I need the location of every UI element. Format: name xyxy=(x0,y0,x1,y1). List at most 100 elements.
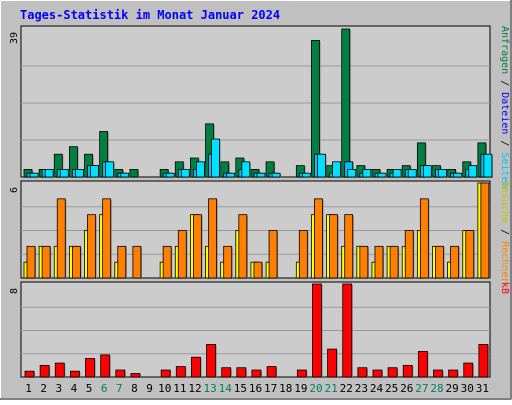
day-label-18: 18 xyxy=(279,382,292,395)
plot-area-bottom xyxy=(20,281,491,378)
right-axis-label-bottom: kB xyxy=(499,282,510,294)
bar-kb-day-19 xyxy=(296,369,307,378)
day-label-28: 28 xyxy=(430,382,443,395)
bar-kb-day-16 xyxy=(251,369,262,378)
day-label-14: 14 xyxy=(219,382,233,395)
bar-rechner-day-30 xyxy=(465,230,475,279)
y-max-label: 39 xyxy=(9,32,20,44)
day-label-1: 1 xyxy=(25,382,32,395)
right-label-part: Rechner xyxy=(499,241,510,283)
day-label-3: 3 xyxy=(56,382,63,395)
bar-rechner-day-14 xyxy=(223,245,233,279)
bar-seiten-day-17 xyxy=(271,172,281,178)
right-label-part: Seiten xyxy=(499,152,510,188)
day-label-15: 15 xyxy=(234,382,247,395)
bar-seiten-day-14 xyxy=(226,172,236,178)
bar-seiten-day-12 xyxy=(196,161,205,178)
bar-seiten-day-13 xyxy=(211,138,220,178)
bar-kb-day-21 xyxy=(327,348,337,378)
bar-anfragen-day-22 xyxy=(341,28,351,178)
bar-rechner-day-25 xyxy=(389,245,399,279)
bar-seiten-day-23 xyxy=(362,169,372,178)
bar-kb-day-15 xyxy=(236,367,247,378)
bar-kb-day-28 xyxy=(433,369,443,378)
bar-seiten-day-10 xyxy=(165,172,175,178)
right-label-part: / xyxy=(499,74,510,92)
day-label-29: 29 xyxy=(446,382,459,395)
bar-rechner-day-6 xyxy=(102,198,112,279)
bar-rechner-day-13 xyxy=(208,198,217,279)
day-label-22: 22 xyxy=(340,382,353,395)
chart-title: Tages-Statistik im Monat Januar 2024 xyxy=(20,8,280,22)
bar-kb-day-29 xyxy=(448,369,459,378)
bar-kb-day-7 xyxy=(115,369,126,378)
panel-top: 39 Anfragen / Dateien / Seiten xyxy=(9,25,510,189)
bar-rechner-day-2 xyxy=(41,245,51,279)
day-label-16: 16 xyxy=(249,382,262,395)
bar-kb-day-24 xyxy=(372,369,383,378)
bar-seiten-day-22 xyxy=(347,169,357,178)
bar-kb-day-22 xyxy=(342,283,353,378)
bar-rechner-day-7 xyxy=(117,245,127,279)
panel-bottom: 8 kB xyxy=(9,281,510,378)
bar-seiten-day-20 xyxy=(317,153,326,178)
bar-kb-day-8 xyxy=(130,373,141,378)
bar-rechner-day-28 xyxy=(435,245,444,279)
right-axis-label-middle: Besuche / Rechner xyxy=(499,181,510,283)
day-label-30: 30 xyxy=(461,382,474,395)
bar-kb-day-30 xyxy=(463,362,474,378)
day-label-10: 10 xyxy=(158,382,171,395)
bar-seiten-day-29 xyxy=(453,172,463,178)
day-label-2: 2 xyxy=(40,382,47,395)
day-label-5: 5 xyxy=(86,382,93,395)
right-label-part: Besuche xyxy=(499,181,510,223)
bar-rechner-day-22 xyxy=(344,214,354,279)
day-label-24: 24 xyxy=(370,382,384,395)
y-max-label: 8 xyxy=(9,288,20,294)
day-label-9: 9 xyxy=(146,382,153,395)
bar-rechner-day-11 xyxy=(177,230,187,279)
right-axis-label-top: Anfragen / Dateien / Seiten xyxy=(499,26,510,189)
bar-kb-day-23 xyxy=(357,367,368,378)
day-labels: 1 2 3 4 5 6 7 8 9 10 11 12 13 14 15 16 17 18 19 20 21 22 23 24 2… xyxy=(25,382,489,395)
bar-seiten-day-11 xyxy=(180,169,190,178)
day-label-6: 6 xyxy=(101,382,108,395)
day-label-13: 13 xyxy=(203,382,216,395)
bar-seiten-day-26 xyxy=(407,169,417,178)
bar-seiten-day-24 xyxy=(377,172,387,178)
bar-seiten-day-15 xyxy=(241,161,251,178)
bar-rechner-day-24 xyxy=(374,245,384,279)
bar-kb-day-27 xyxy=(417,351,428,378)
bar-rechner-day-17 xyxy=(268,230,278,279)
day-label-7: 7 xyxy=(116,382,123,395)
bar-seiten-day-4 xyxy=(74,169,84,178)
bar-kb-day-20 xyxy=(312,283,322,378)
right-label-part: / xyxy=(499,223,510,241)
bar-kb-day-11 xyxy=(175,366,186,378)
bar-seiten-day-25 xyxy=(392,169,402,178)
bar-rechner-day-10 xyxy=(162,245,172,279)
bar-kb-day-31 xyxy=(478,344,489,378)
bar-kb-day-2 xyxy=(39,364,50,378)
right-label-part: Dateien xyxy=(499,92,510,134)
y-max-label: 6 xyxy=(9,187,20,193)
bar-kb-day-13 xyxy=(206,344,216,378)
panel-middle: 6 Besuche / Rechner xyxy=(9,180,510,283)
day-label-17: 17 xyxy=(264,382,277,395)
bar-kb-day-14 xyxy=(221,367,232,378)
plot-area-top xyxy=(20,25,491,178)
bar-anfragen-day-8 xyxy=(129,169,139,178)
chart-panels: 39 Anfragen / Dateien / Seiten 6 Besuche / … xyxy=(9,25,510,378)
bar-rechner-day-8 xyxy=(132,245,142,279)
day-label-11: 11 xyxy=(173,382,186,395)
day-label-21: 21 xyxy=(325,382,338,395)
bar-rechner-day-29 xyxy=(450,245,460,279)
bar-seiten-day-27 xyxy=(422,165,432,178)
bar-rechner-day-3 xyxy=(56,198,66,279)
bar-kb-day-25 xyxy=(387,367,398,378)
bar-kb-day-17 xyxy=(266,366,277,378)
bar-seiten-day-21 xyxy=(332,161,341,178)
bar-seiten-day-3 xyxy=(59,169,69,178)
